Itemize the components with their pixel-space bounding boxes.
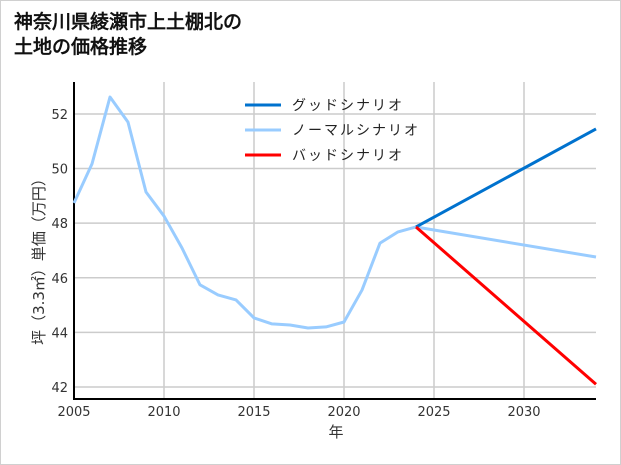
y-tick-label: 46 — [51, 272, 68, 287]
series-line-2 — [415, 225, 597, 386]
y-tick-label: 52 — [51, 108, 68, 123]
y-tick-label: 50 — [51, 163, 68, 178]
y-axis-label: 坪（3.3㎡）単価（万円） — [30, 171, 48, 345]
x-tick-label: 2010 — [147, 405, 180, 420]
chart-title: 神奈川県綾瀬市上土棚北の 土地の価格推移 — [14, 10, 242, 60]
y-tick-label: 48 — [51, 217, 68, 232]
legend-label: バッドシナリオ — [292, 148, 404, 164]
x-tick-label: 2030 — [507, 405, 540, 420]
x-axis-label: 年 — [328, 423, 343, 441]
x-tick-label: 2005 — [57, 405, 90, 420]
title-line-2: 土地の価格推移 — [14, 36, 148, 58]
series-line-1 — [72, 95, 597, 330]
x-tick-label: 2015 — [237, 405, 270, 420]
series-line-0 — [415, 127, 597, 229]
x-tick-label: 2020 — [327, 405, 360, 420]
legend-label: ノーマルシナリオ — [292, 123, 420, 139]
legend-label: グッドシナリオ — [292, 98, 404, 114]
y-tick-label: 44 — [51, 326, 68, 341]
y-tick-label: 42 — [51, 381, 68, 396]
x-tick-label: 2025 — [417, 405, 450, 420]
title-line-1: 神奈川県綾瀬市上土棚北の — [14, 11, 243, 33]
